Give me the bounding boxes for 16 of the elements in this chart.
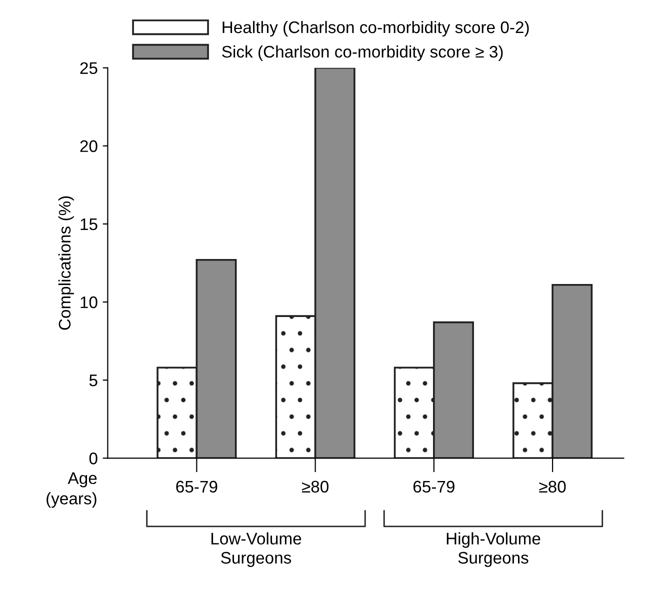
x-tick-label: ≥80 — [539, 480, 566, 493]
x-tick-label: ≥80 — [302, 480, 328, 493]
y-tick-label: 15 — [80, 218, 98, 230]
x-tick-label: 65-79 — [176, 480, 218, 493]
y-tick-label: 10 — [80, 296, 98, 308]
legend-label: Healthy (Charlson co-morbidity score 0-2) — [222, 20, 529, 37]
legend-label: Sick (Charlson co-morbidity score ≥ 3) — [222, 45, 503, 61]
y-axis-title: Complications (%) — [58, 196, 74, 330]
y-tick-label: 20 — [80, 140, 98, 152]
y-tick-label: 5 — [89, 374, 98, 386]
y-tick-label: 25 — [80, 62, 98, 74]
x-axis-title: Age (years) — [46, 472, 97, 508]
x-tick-label: 65-79 — [413, 480, 454, 493]
text: High-Volume Surgeons — [446, 532, 540, 568]
text: Low-Volume Surgeons — [212, 532, 302, 568]
y-tick-label: 0 — [89, 452, 98, 464]
